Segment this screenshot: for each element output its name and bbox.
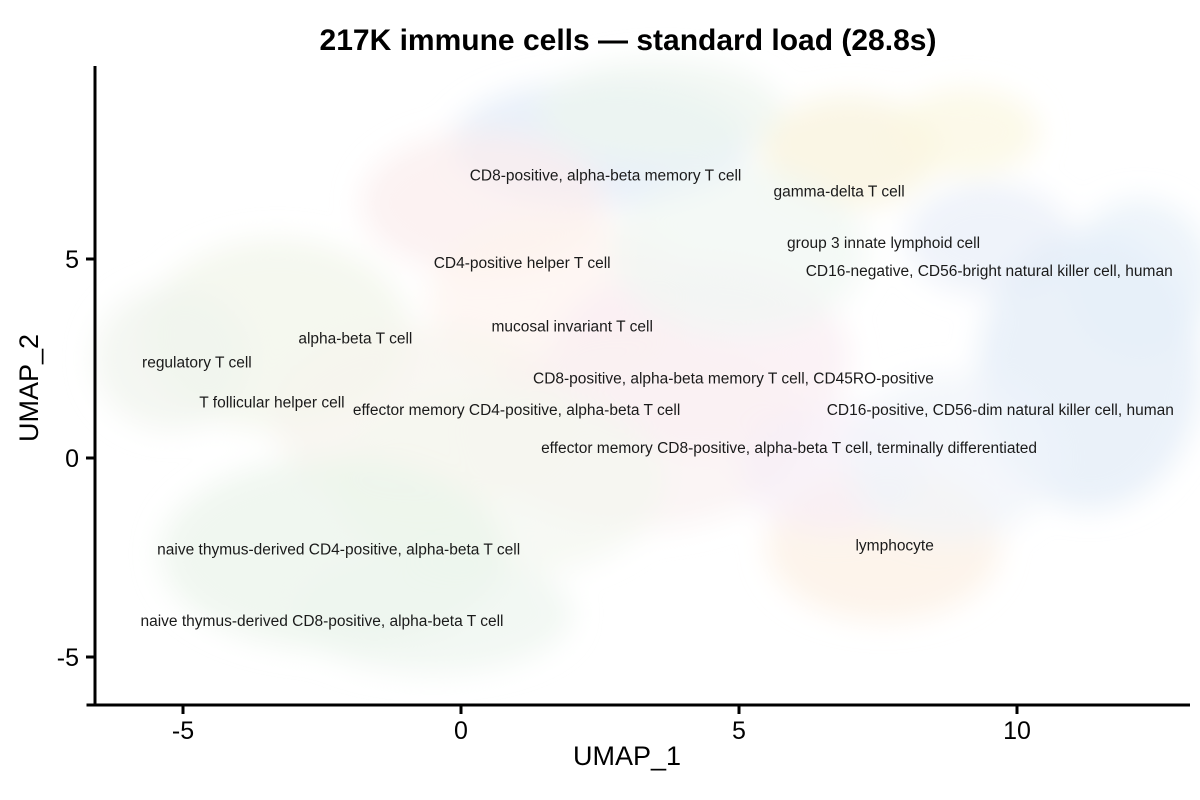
density-blob (294, 553, 573, 673)
cluster-label: regulatory T cell (142, 354, 252, 371)
cluster-label: CD16-negative, CD56-bright natural kille… (806, 263, 1173, 280)
density-blob (761, 95, 940, 208)
cluster-density-cloud (94, 59, 1200, 673)
cluster-label: naive thymus-derived CD8-positive, alpha… (141, 613, 504, 630)
cluster-label: effector memory CD4-positive, alpha-beta… (353, 402, 680, 419)
x-tick-label: 10 (1003, 717, 1031, 745)
cluster-label: group 3 innate lymphoid cell (787, 235, 980, 252)
density-blob (1067, 199, 1200, 359)
density-blob (844, 374, 1056, 542)
cluster-label: T follicular helper cell (199, 394, 344, 411)
cluster-label: alpha-beta T cell (298, 331, 412, 348)
cluster-label: naive thymus-derived CD4-positive, alpha… (157, 542, 520, 559)
x-tick-label: 5 (732, 717, 746, 745)
y-tick-label: 5 (65, 246, 79, 274)
density-blob (538, 59, 784, 164)
cluster-label: gamma-delta T cell (773, 183, 904, 200)
cluster-label: CD8-positive, alpha-beta memory T cell, … (533, 370, 934, 387)
cluster-labels-layer: CD8-positive, alpha-beta memory T cell ga… (141, 167, 1174, 630)
y-axis-ticks: 5 0 -5 (57, 246, 95, 672)
cluster-label: effector memory CD8-positive, alpha-beta… (541, 440, 1037, 457)
y-tick-label: -5 (57, 644, 79, 672)
y-axis-title: UMAP_2 (14, 334, 44, 442)
density-blob (94, 286, 250, 431)
x-tick-label: -5 (172, 717, 194, 745)
cluster-label: lymphocyte (855, 538, 933, 555)
x-axis-ticks: -5 0 5 10 (172, 705, 1031, 745)
chart-title: 217K immune cells — standard load (28.8s… (320, 24, 937, 57)
density-blob (611, 167, 867, 335)
density-blob (894, 87, 1040, 176)
cluster-label: CD8-positive, alpha-beta memory T cell (470, 167, 742, 184)
x-axis-title: UMAP_1 (573, 741, 681, 771)
axes: -5 0 5 10 5 0 -5 (57, 66, 1190, 745)
y-tick-label: 0 (65, 445, 79, 473)
cluster-label: mucosal invariant T cell (492, 319, 653, 336)
cluster-label: CD4-positive helper T cell (434, 255, 611, 272)
x-tick-label: 0 (454, 717, 468, 745)
cluster-label: CD16-positive, CD56-dim natural killer c… (827, 402, 1174, 419)
